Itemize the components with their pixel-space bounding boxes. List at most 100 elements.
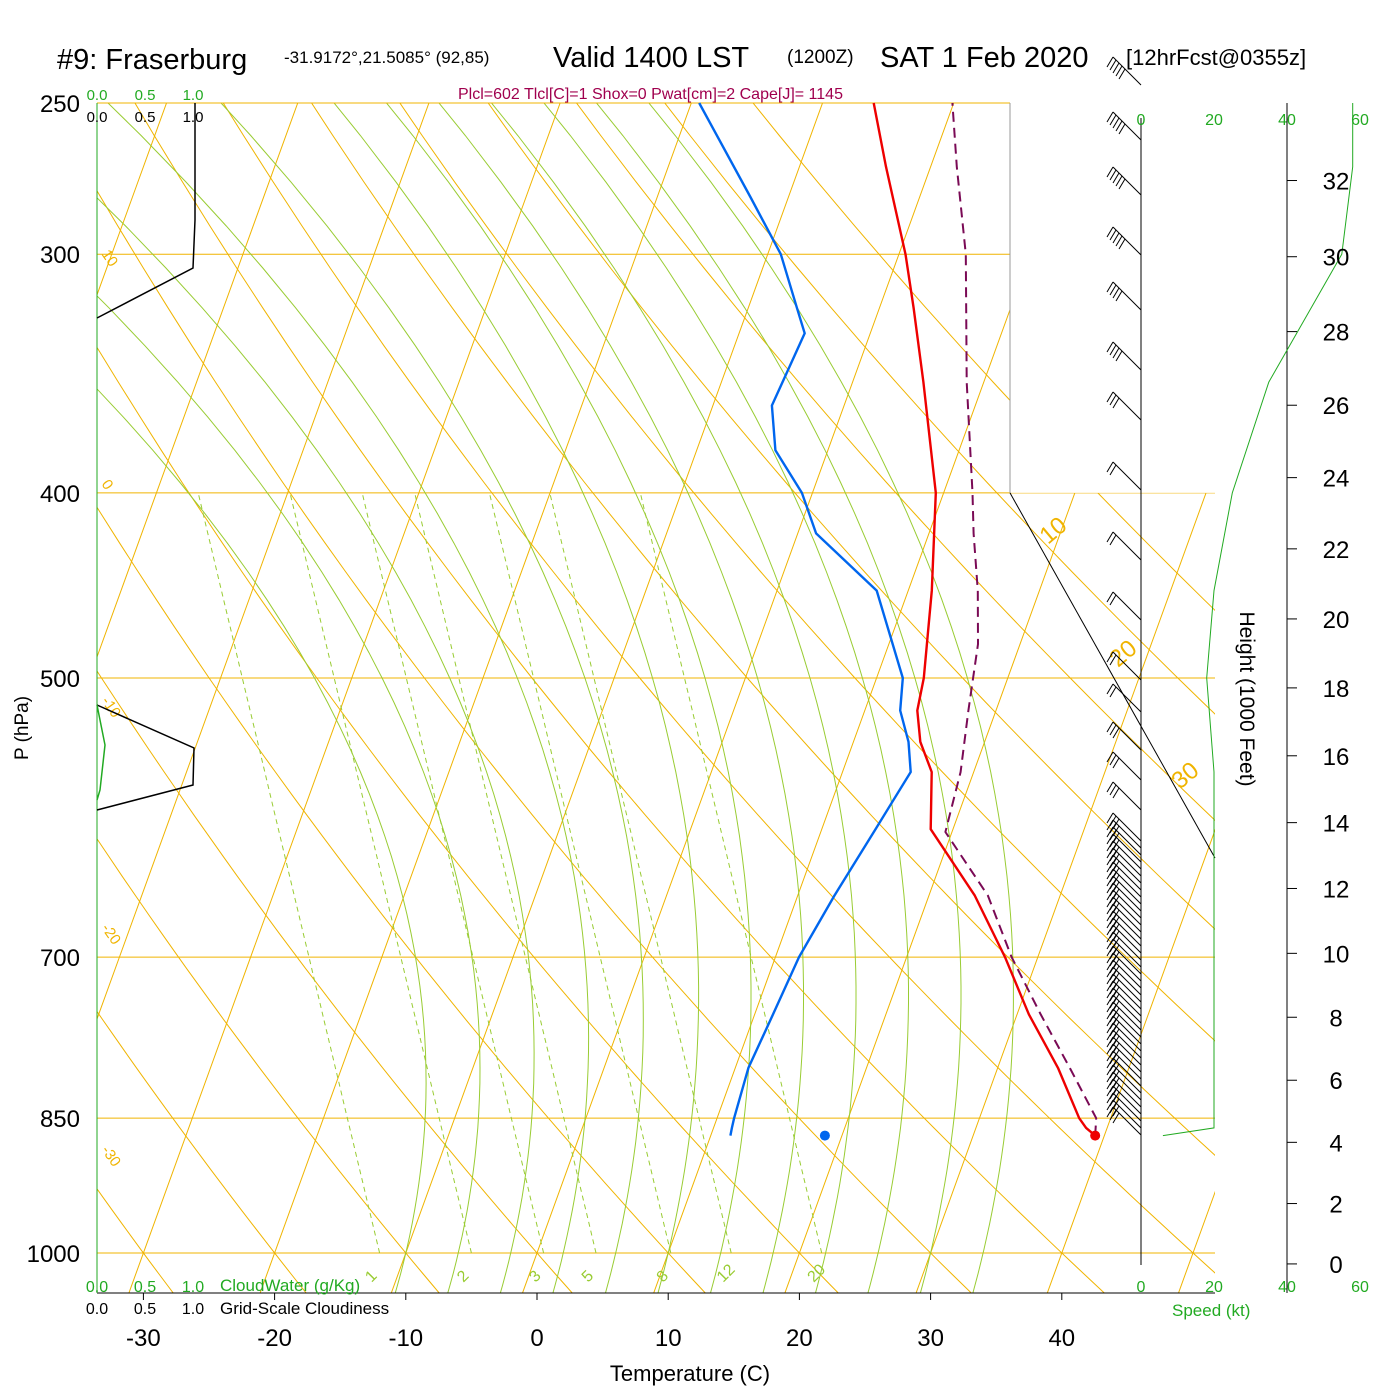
moist-adiabat-line (438, 103, 804, 1293)
wind-barb-flag (1112, 1084, 1120, 1096)
cloud-panel: 0.0 0.0 0.0 0.0 0.5 0.5 0.5 0.5 1.0 1.0 1.0 1.0 (86, 87, 204, 1318)
wind-barb (1112, 980, 1142, 1010)
height-tick-label: 20 (1323, 607, 1350, 634)
wind-barb-flag (1106, 945, 1114, 957)
temperature-tick-label: 30 (917, 1325, 944, 1352)
temperature-tick-label: 20 (786, 1325, 813, 1352)
wind-barb-flag (1106, 980, 1114, 992)
wind-barb (1112, 959, 1142, 989)
mixing-ratio-line (361, 492, 545, 1254)
height-tick-label: 10 (1323, 941, 1350, 968)
temperature-curve (872, 102, 1096, 1137)
wind-barb-flag (1112, 874, 1120, 886)
wind-barb-flag (1112, 1070, 1120, 1082)
cloudwater-tick-top: 1.0 (183, 87, 204, 104)
wind-barb-flag (1109, 284, 1117, 296)
wind-barb-flag (1106, 683, 1114, 695)
wind-barb (1112, 281, 1142, 311)
wind-barb-flag (1112, 757, 1120, 769)
dry-adiabat-line (97, 1010, 307, 1293)
wind-barb-flag (1112, 117, 1120, 129)
wind-barb-flag (1106, 854, 1114, 866)
wind-barb-flag (1109, 920, 1117, 932)
moist-adiabat-line (543, 103, 909, 1293)
wind-barb-flag (1109, 976, 1117, 988)
wind-barb-flag (1109, 1011, 1117, 1023)
pressure-tick-label: 300 (40, 242, 80, 269)
speed-tick-top: 20 (1205, 112, 1223, 129)
temperature-tick-label: -10 (388, 1325, 423, 1352)
mixing-ratio-label: 5 (579, 1267, 597, 1285)
wind-barb (1112, 945, 1142, 975)
wind-barb (1112, 1036, 1142, 1066)
wind-barb (1112, 1085, 1142, 1115)
isotherm-line (97, 103, 168, 297)
height-tick-label: 16 (1323, 744, 1350, 771)
wind-barb (1112, 973, 1142, 1003)
wind-barb-flag (1106, 1085, 1114, 1097)
wind-barb (1112, 819, 1142, 849)
wind-barb-flag (1109, 990, 1117, 1002)
height-tick-label: 6 (1329, 1068, 1342, 1095)
wind-barb-flag (1106, 1064, 1114, 1076)
dry-adiabat-label: 0 (98, 477, 117, 494)
wind-barb-flag (1109, 927, 1117, 939)
wind-barb-flag (1109, 829, 1117, 841)
wind-barb-flag (1106, 1043, 1114, 1055)
wind-barb-flag (1109, 169, 1117, 181)
wind-barb-flag (1112, 895, 1120, 907)
wind-barb-flag (1112, 853, 1120, 865)
dry-adiabat-line (97, 346, 839, 1293)
wind-barb-flag (1115, 175, 1123, 187)
wind-barb-flag (1106, 1015, 1114, 1027)
wind-barb-flag (1106, 903, 1114, 915)
station-coords: -31.9172°,21.5085° (92,85) (284, 48, 489, 67)
wind-barb-flag (1106, 896, 1114, 908)
wind-barb (1112, 812, 1142, 842)
moist-adiabat-line (595, 103, 962, 1293)
moist-adiabat-line (385, 103, 752, 1293)
wind-barb-flag (1112, 860, 1120, 872)
cloudwater-tick-top: 0.5 (135, 87, 156, 104)
mixing-ratio-label: 8 (654, 1267, 672, 1285)
wind-barb (1112, 840, 1142, 870)
wind-barb-flag (1106, 56, 1114, 68)
wind-barb-flag (1109, 836, 1117, 848)
wind-barb-flag (1109, 1046, 1117, 1058)
valid-time: Valid 1400 LST (553, 42, 749, 74)
height-axis-label: Height (1000 Feet) (1235, 611, 1258, 786)
wind-barb-flag (1109, 885, 1117, 897)
wind-barb-flag (1112, 993, 1120, 1005)
wind-barb-flag (1112, 839, 1120, 851)
mixing-ratio-lines (197, 492, 823, 1254)
wind-barb (1112, 1092, 1142, 1122)
wind-barb-flag (1109, 394, 1117, 406)
wind-barb-flag (1112, 1049, 1120, 1061)
wind-barb-flag (1109, 724, 1117, 736)
speed-axis-label: Speed (kt) (1172, 1301, 1250, 1320)
wind-barb-flag (1106, 531, 1114, 543)
wind-barb-flag (1109, 871, 1117, 883)
wind-barb-flag (1112, 1112, 1120, 1124)
cloudiness-tick-top: 0.0 (87, 109, 108, 126)
wind-barb-flag (1109, 864, 1117, 876)
wind-barb-flag (1112, 825, 1120, 837)
isotherm-line (97, 103, 430, 1021)
wind-barb (1112, 226, 1142, 256)
wind-barb-flag (1115, 290, 1123, 302)
wind-barb (1112, 854, 1142, 884)
wind-barb-flag (1109, 754, 1117, 766)
wind-barb-flag (1109, 464, 1117, 476)
wind-barb (1112, 1029, 1142, 1059)
wind-barb-flag (1106, 341, 1114, 353)
wind-barb-flag (1109, 1102, 1117, 1114)
wind-barb-flag (1115, 350, 1123, 362)
temperature-tick-label: -30 (126, 1325, 161, 1352)
height-tick-label: 24 (1323, 466, 1350, 493)
wind-barb (1112, 833, 1142, 863)
dry-adiabat-line (97, 670, 573, 1293)
mixing-ratio-line (549, 492, 732, 1254)
moist-adiabat-line (490, 103, 857, 1293)
moist-adiabat-line (97, 388, 427, 1293)
